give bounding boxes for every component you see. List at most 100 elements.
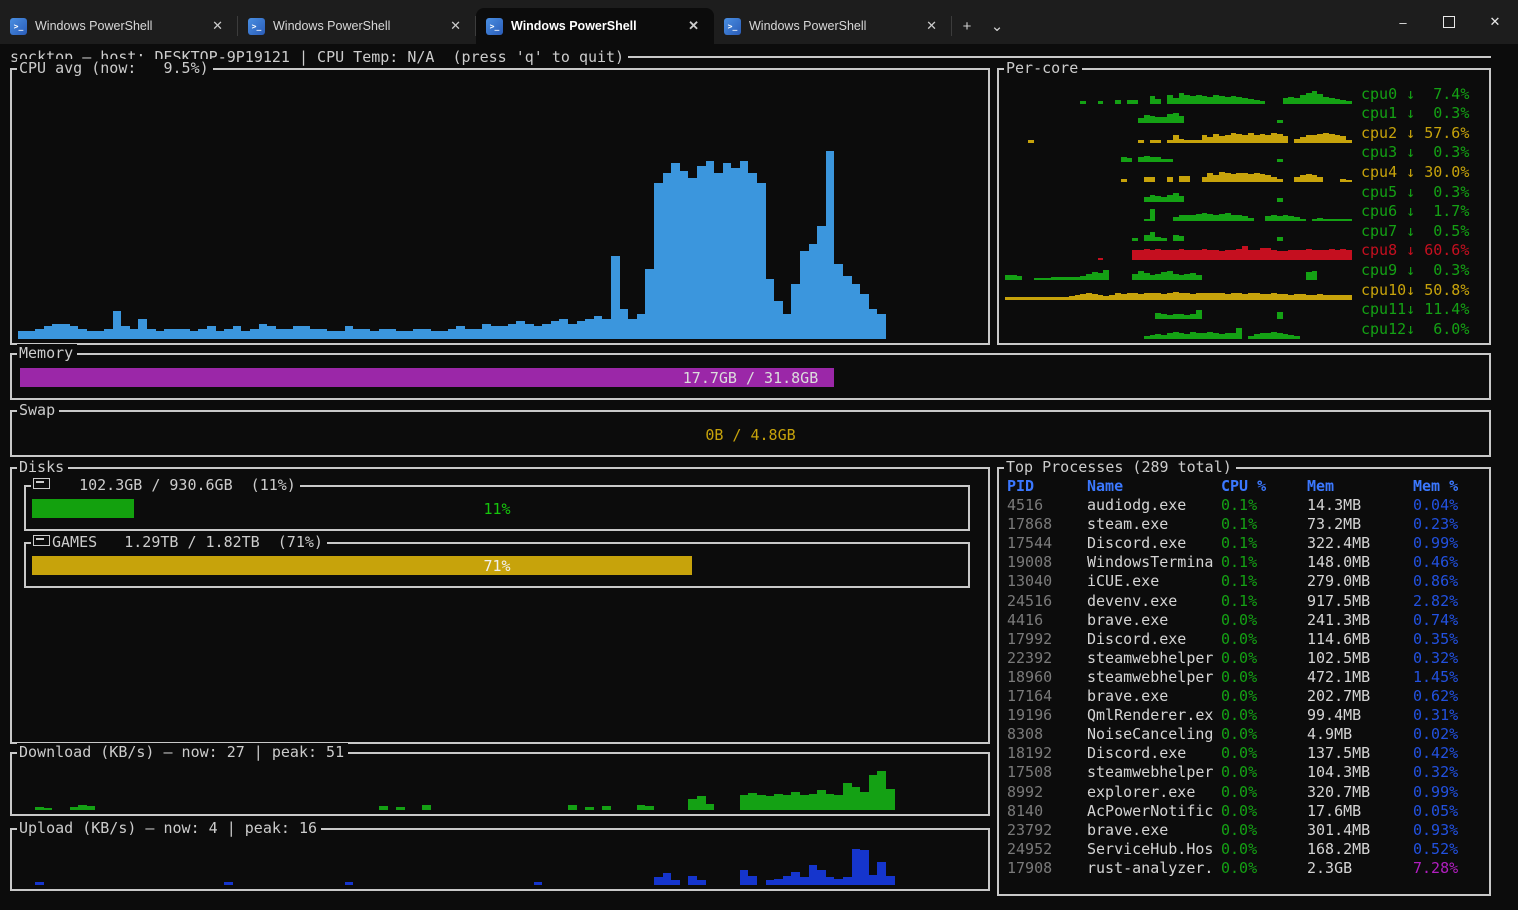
chart-bar [1080, 294, 1087, 300]
process-cell-name: brave.exe [1087, 820, 1169, 839]
chart-bar [1253, 173, 1260, 183]
percore-row-cpu6: cpu6 ↓ 1.7% [1005, 202, 1483, 222]
tab-close-icon[interactable]: ✕ [212, 18, 223, 33]
process-cell-pid: 23792 [1007, 820, 1053, 839]
chart-bar [1045, 277, 1052, 281]
chart-bar [851, 849, 861, 885]
maximize-button[interactable] [1426, 0, 1472, 44]
chart-bar [1172, 135, 1179, 143]
chart-bar [1259, 248, 1266, 261]
chart-bar [791, 872, 801, 885]
chart-bar [1236, 173, 1243, 183]
chart-bar [748, 173, 758, 339]
disk-1-title: GAMES 1.29TB / 1.82TB (71%) [31, 533, 327, 551]
chart-bar [1190, 293, 1196, 300]
tab-1[interactable]: >_ Windows PowerShell ✕ [238, 8, 476, 44]
process-cell-name: Discord.exe [1087, 744, 1187, 763]
minimize-button[interactable]: – [1399, 14, 1407, 30]
chart-bar [1276, 237, 1283, 241]
process-cell-pid: 24516 [1007, 591, 1053, 610]
process-cell-mem: 301.4MB [1307, 820, 1371, 839]
process-cell-pid: 8140 [1007, 801, 1044, 820]
upload-title: Upload (KB/s) — now: 4 | peak: 16 [17, 819, 322, 837]
maximize-icon [1443, 16, 1455, 28]
process-table: PID Name CPU % Mem Mem % 4516 audiodg.exe 0.1% 1… [1007, 477, 1485, 890]
chart-bar [1178, 138, 1185, 143]
chart-bar [739, 794, 749, 810]
chart-bar [1190, 96, 1196, 104]
chart-bar [800, 794, 809, 810]
terminal-content: socktop — host: DESKTOP-9P19121 | CPU Te… [0, 44, 1518, 910]
chart-bar [1149, 96, 1156, 104]
tab-close-icon[interactable]: ✕ [688, 18, 699, 33]
tab-close-icon[interactable]: ✕ [450, 18, 461, 33]
chart-bar [722, 163, 732, 339]
chart-bar [1034, 277, 1040, 281]
chart-bar [877, 313, 886, 339]
swap-panel: Swap 0B / 4.8GB [10, 401, 1491, 457]
process-cell-cpu: 0.0% [1221, 610, 1258, 629]
chart-bar [688, 876, 697, 885]
tab-0[interactable]: >_ Windows PowerShell ✕ [0, 8, 238, 44]
process-column-header: PID [1007, 477, 1035, 495]
chart-bar [1184, 315, 1191, 320]
tab-dropdown-button[interactable]: ⌄ [990, 18, 1004, 35]
chart-bar [1288, 294, 1295, 300]
process-cell-name: explorer.exe [1087, 782, 1196, 801]
close-button[interactable]: ✕ [1489, 14, 1501, 29]
chart-bar [1178, 314, 1185, 320]
chart-bar [224, 328, 233, 339]
chart-bar [1207, 332, 1214, 339]
tab-close-icon[interactable]: ✕ [926, 18, 937, 33]
disk-1-gauge-fill [32, 556, 693, 575]
tab-strip: >_ Windows PowerShell ✕ >_ Windows PowerShel… [0, 0, 952, 44]
chart-bar [1167, 140, 1173, 143]
disks-panel: Disks 102.3GB / 930.6GB (11%) 11% GAMES … [10, 458, 990, 744]
process-row: 17544 Discord.exe 0.1% 322.4MB 0.99% [1007, 534, 1485, 553]
chart-bar [293, 326, 302, 339]
chart-bar [843, 877, 852, 885]
chart-bar [791, 791, 801, 810]
chart-bar [1201, 249, 1208, 261]
chart-bar [103, 328, 113, 339]
new-tab-button[interactable]: + [962, 17, 972, 35]
disk-1-gauge: 71% [32, 556, 962, 575]
process-row: 4416 brave.exe 0.0% 241.3MB 0.74% [1007, 611, 1485, 630]
chart-bar [1126, 158, 1133, 163]
chart-bar [1259, 174, 1266, 183]
process-cell-memp: 0.99% [1413, 534, 1459, 553]
chart-bar [1172, 216, 1179, 222]
chart-bar [164, 328, 173, 339]
chart-bar [370, 331, 379, 339]
chart-bar [1236, 249, 1243, 261]
chart-bar [619, 308, 629, 339]
process-cell-pid: 4516 [1007, 496, 1044, 515]
chart-bar [1271, 133, 1277, 143]
chart-bar [1288, 335, 1295, 339]
chart-bar [1155, 236, 1162, 241]
chart-bar [1201, 176, 1208, 183]
percore-sparkline [1005, 143, 1352, 163]
process-cell-pid: 19008 [1007, 553, 1053, 572]
chart-bar [1195, 310, 1202, 320]
chart-bar [396, 806, 405, 810]
process-cell-pid: 13040 [1007, 572, 1053, 591]
tab-2[interactable]: >_ Windows PowerShell ✕ [476, 8, 714, 44]
chart-bar [1068, 296, 1075, 300]
chart-bar [1178, 215, 1185, 222]
chart-bar [189, 331, 199, 339]
chart-bar [843, 276, 852, 339]
disk-1-gauge-label: 71% [483, 556, 511, 575]
process-cell-memp: 0.02% [1413, 725, 1459, 744]
chart-bar [533, 881, 543, 885]
chart-bar [1114, 293, 1121, 300]
chart-bar [645, 268, 654, 339]
chart-bar [1195, 249, 1202, 261]
chart-bar [1334, 295, 1341, 300]
chart-bar [1201, 213, 1208, 222]
tab-3[interactable]: >_ Windows PowerShell ✕ [714, 8, 952, 44]
chart-bar [765, 278, 775, 339]
chart-bar [568, 805, 577, 810]
chart-bar [1161, 158, 1167, 163]
process-row: 17508 steamwebhelper 0.0% 104.3MB 0.32% [1007, 763, 1485, 782]
